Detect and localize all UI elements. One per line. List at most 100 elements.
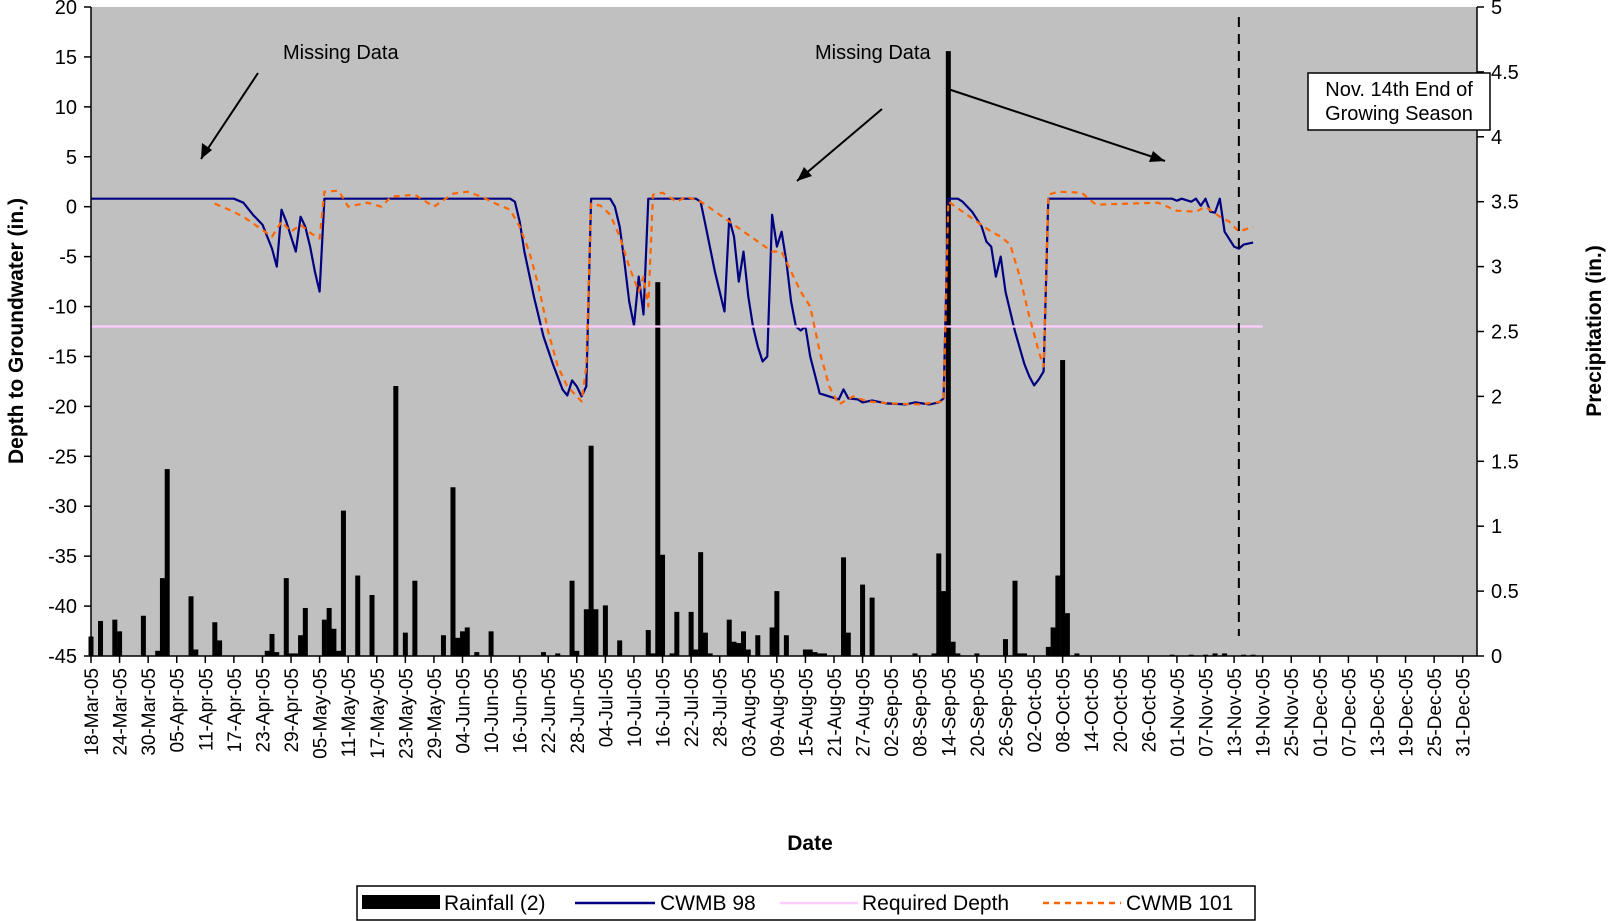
x-tick-label: 22-Jul-05 xyxy=(682,668,703,747)
x-tick-label: 15-Aug-05 xyxy=(796,668,817,757)
rainfall-bar xyxy=(731,641,737,656)
annotation-arrow-2b xyxy=(947,88,1166,162)
rainfall-bar xyxy=(188,596,194,656)
season-label-line2: Growing Season xyxy=(1325,103,1473,125)
rainfall-bar xyxy=(474,652,480,656)
rainfall-bar xyxy=(1060,360,1066,656)
x-tick-label: 28-Jul-05 xyxy=(711,668,732,747)
rainfall-bar xyxy=(164,469,170,656)
x-tick-label: 07-Nov-05 xyxy=(1197,668,1218,757)
rainfall-bar xyxy=(460,631,466,656)
rainfall-bar xyxy=(807,649,813,656)
rainfall-bar xyxy=(945,51,951,656)
x-tick-label: 14-Oct-05 xyxy=(1082,668,1103,752)
legend-swatch-rainfall xyxy=(362,895,440,909)
rainfall-bar xyxy=(769,627,775,656)
right-tick-label: 3.5 xyxy=(1491,192,1519,214)
rainfall-bar xyxy=(736,643,742,656)
x-tick-label: 26-Sep-05 xyxy=(996,668,1017,757)
x-tick-label: 14-Sep-05 xyxy=(939,668,960,757)
rainfall-bar xyxy=(841,557,847,656)
x-tick-label: 08-Sep-05 xyxy=(911,668,932,757)
left-tick-label: -15 xyxy=(48,346,77,368)
x-tick-label: 27-Aug-05 xyxy=(854,668,875,757)
arrowhead-icon xyxy=(201,143,212,159)
rainfall-bar xyxy=(1002,639,1008,656)
x-tick-label: 18-Mar-05 xyxy=(82,668,103,756)
x-tick-label: 17-May-05 xyxy=(368,668,389,759)
left-tick-label: -20 xyxy=(48,396,77,418)
left-tick-label: 20 xyxy=(55,0,77,19)
right-tick-label: 0.5 xyxy=(1491,581,1519,603)
rainfall-bar xyxy=(112,619,118,656)
rainfall-bar xyxy=(1045,646,1051,656)
x-tick-label: 08-Oct-05 xyxy=(1054,668,1075,752)
right-tick-label: 4.5 xyxy=(1491,62,1519,84)
rainfall-bar xyxy=(488,631,494,656)
x-tick-label: 25-Dec-05 xyxy=(1425,668,1446,757)
rainfall-bar xyxy=(321,619,327,656)
x-tick-label: 01-Nov-05 xyxy=(1168,668,1189,757)
x-tick-label: 24-Mar-05 xyxy=(111,668,132,756)
rainfall-bar xyxy=(812,652,818,656)
rainfall-bar xyxy=(1222,653,1228,656)
left-axis-ticks: 20 15 10 5 0 -5 -10 -15 -20 -25 -30 -35 -40 -45 xyxy=(48,0,91,668)
x-tick-label: 11-May-05 xyxy=(339,668,360,757)
rainfall-bar xyxy=(298,635,304,656)
rainfall-bar xyxy=(950,641,956,656)
rainfall-bar xyxy=(702,632,708,656)
left-tick-label: -45 xyxy=(48,646,77,668)
rainfall-bar xyxy=(440,635,446,656)
rainfall-bar xyxy=(821,653,827,656)
rainfall-bar xyxy=(217,640,223,656)
rainfall-bar xyxy=(340,510,346,656)
rainfall-bar xyxy=(726,619,732,656)
x-axis-title: Date xyxy=(787,832,833,855)
x-tick-label: 07-Dec-05 xyxy=(1339,668,1360,757)
x-tick-label: 02-Oct-05 xyxy=(1025,668,1046,752)
x-tick-label: 04-Jul-05 xyxy=(596,668,617,747)
x-tick-label: 01-Dec-05 xyxy=(1311,668,1332,757)
rainfall-bar xyxy=(912,653,918,656)
rainfall-bar xyxy=(660,554,666,656)
rainfall-bar xyxy=(336,650,342,656)
x-tick-label: 29-May-05 xyxy=(425,668,446,759)
x-tick-label: 31-Dec-05 xyxy=(1454,668,1475,757)
rainfall-bar xyxy=(936,553,942,656)
x-tick-label: 11-Apr-05 xyxy=(196,668,217,751)
rainfall-bar xyxy=(688,611,694,656)
rainfall-bar xyxy=(955,653,961,656)
left-tick-label: -25 xyxy=(48,446,77,468)
left-tick-label: -35 xyxy=(48,546,77,568)
x-tick-label: 20-Oct-05 xyxy=(1111,668,1132,752)
annotation-missing-data-2: Missing Data xyxy=(815,42,931,64)
rainfall-bar xyxy=(1055,575,1061,656)
x-tick-label: 16-Jul-05 xyxy=(654,668,675,747)
rainfall-bar xyxy=(617,640,623,656)
rainfall-bar xyxy=(755,635,761,656)
annotation-arrow-1 xyxy=(200,72,259,160)
rainfall-bar xyxy=(269,633,275,656)
rainfall-bar xyxy=(140,615,146,656)
rainfall-bar xyxy=(783,635,789,656)
x-tick-label: 10-Jul-05 xyxy=(625,668,646,747)
rainfall-bar xyxy=(98,620,104,656)
annotation-arrow-2a xyxy=(796,108,883,182)
x-tick-label: 13-Dec-05 xyxy=(1368,668,1389,757)
legend-label-required-depth: Required Depth xyxy=(862,892,1009,915)
y-axis-right-title: Precipitation (in.) xyxy=(1583,245,1606,417)
rainfall-bar xyxy=(588,445,594,656)
y-axis-left-title: Depth to Groundwater (in.) xyxy=(5,198,28,464)
rainfall-bar xyxy=(1050,627,1056,656)
x-tick-label: 21-Aug-05 xyxy=(825,668,846,757)
x-tick-label: 29-Apr-05 xyxy=(282,668,303,753)
left-tick-label: -5 xyxy=(59,247,77,269)
x-tick-label: 04-Jun-05 xyxy=(454,668,475,754)
season-label-line1: Nov. 14th End of xyxy=(1325,79,1473,101)
rainfall-bar xyxy=(741,631,747,656)
rainfall-bar xyxy=(393,386,399,656)
left-tick-label: 15 xyxy=(55,47,77,69)
right-tick-label: 3 xyxy=(1491,257,1502,279)
rainfall-bar xyxy=(817,653,823,656)
